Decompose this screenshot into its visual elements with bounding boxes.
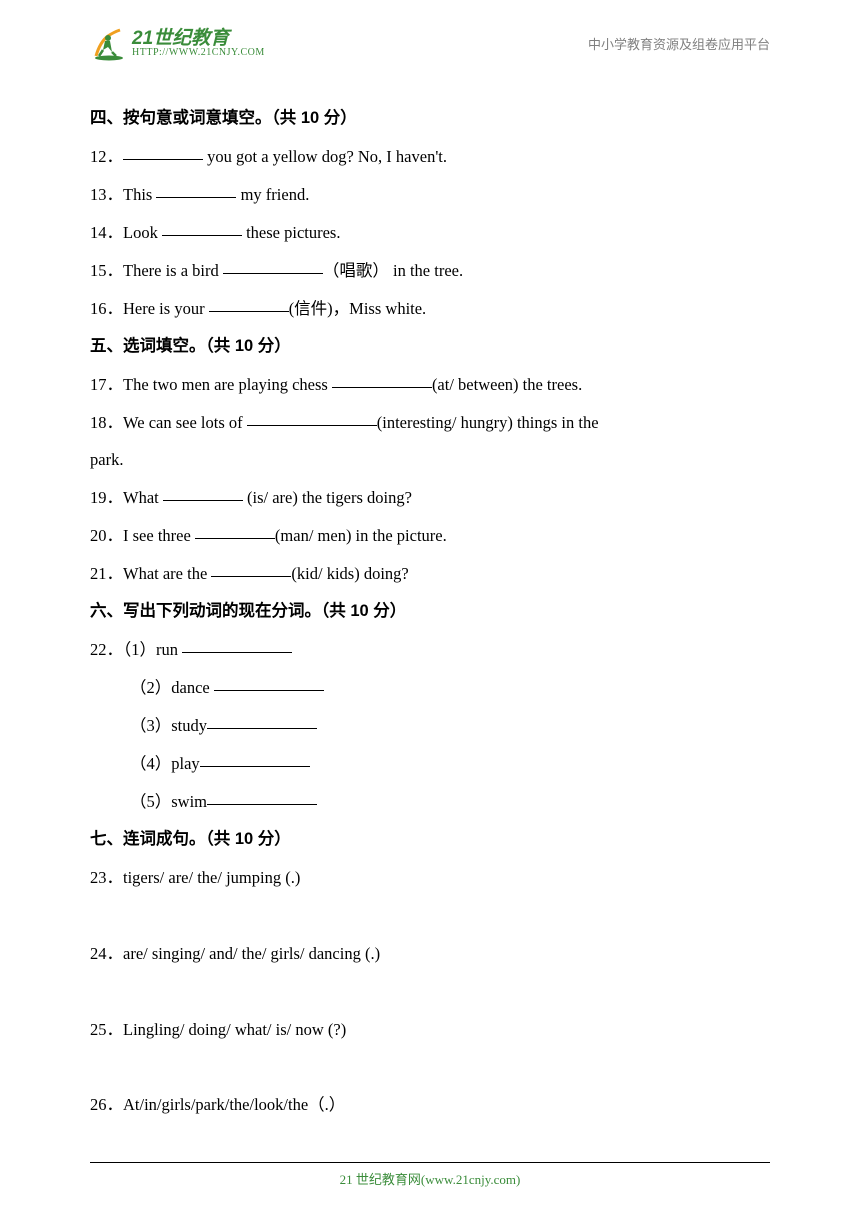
q-num: 26． bbox=[90, 1095, 123, 1114]
q-text: （3）study bbox=[130, 716, 207, 735]
q-text: What are the bbox=[123, 564, 211, 583]
question-18-cont: park. bbox=[90, 441, 770, 479]
section-7-title: 七、连词成句。（共 10 分） bbox=[90, 821, 770, 859]
fill-blank[interactable] bbox=[332, 371, 432, 388]
q-num: 16． bbox=[90, 299, 123, 318]
q-num: 15． bbox=[90, 261, 123, 280]
q-num: 19． bbox=[90, 488, 123, 507]
q-num: 18． bbox=[90, 413, 123, 432]
q-text: (man/ men) in the picture. bbox=[275, 526, 447, 545]
fill-blank[interactable] bbox=[182, 637, 292, 654]
question-22-4: （4）play bbox=[130, 745, 770, 783]
fill-blank[interactable] bbox=[209, 295, 289, 312]
question-22-2: （2）dance bbox=[130, 669, 770, 707]
question-20: 20．I see three (man/ men) in the picture… bbox=[90, 517, 770, 555]
q-text: (kid/ kids) doing? bbox=[291, 564, 408, 583]
q-num: 12． bbox=[90, 147, 123, 166]
q-text: （5）swim bbox=[130, 792, 207, 811]
q-num: 20． bbox=[90, 526, 123, 545]
section-6-title: 六、写出下列动词的现在分词。（共 10 分） bbox=[90, 593, 770, 631]
question-25: 25．Lingling/ doing/ what/ is/ now (?) bbox=[90, 1011, 770, 1049]
question-21: 21．What are the (kid/ kids) doing? bbox=[90, 555, 770, 593]
question-22-5: （5）swim bbox=[130, 783, 770, 821]
q-text: my friend. bbox=[236, 185, 309, 204]
q-num: 22． bbox=[90, 640, 123, 659]
q-text: (interesting/ hungry) things in the bbox=[377, 413, 599, 432]
q-text: are/ singing/ and/ the/ girls/ dancing (… bbox=[123, 944, 380, 963]
logo-text: 21世纪教育 HTTP://WWW.21CNJY.COM bbox=[132, 29, 265, 58]
document-content: 四、按句意或词意填空。（共 10 分） 12． you got a yellow… bbox=[90, 100, 770, 1124]
answer-space[interactable] bbox=[90, 973, 770, 1011]
question-13: 13．This my friend. bbox=[90, 176, 770, 214]
fill-blank[interactable] bbox=[207, 788, 317, 805]
fill-blank[interactable] bbox=[156, 181, 236, 198]
question-17: 17．The two men are playing chess (at/ be… bbox=[90, 366, 770, 404]
q-text: (信件)，Miss white. bbox=[289, 299, 427, 318]
section-4-title: 四、按句意或词意填空。（共 10 分） bbox=[90, 100, 770, 138]
logo-brand: 21世纪教育 bbox=[132, 29, 265, 48]
q-text: (is/ are) the tigers doing? bbox=[243, 488, 412, 507]
fill-blank[interactable] bbox=[211, 561, 291, 578]
logo-icon bbox=[90, 24, 128, 62]
question-22: 22．（1）run bbox=[90, 631, 770, 669]
question-26: 26．At/in/girls/park/the/look/the（.） bbox=[90, 1086, 770, 1124]
question-19: 19．What (is/ are) the tigers doing? bbox=[90, 479, 770, 517]
fill-blank[interactable] bbox=[207, 713, 317, 730]
question-14: 14．Look these pictures. bbox=[90, 214, 770, 252]
q-text: tigers/ are/ the/ jumping (.) bbox=[123, 868, 300, 887]
q-num: 24． bbox=[90, 944, 123, 963]
fill-blank[interactable] bbox=[223, 257, 323, 274]
question-22-3: （3）study bbox=[130, 707, 770, 745]
q-num: 14． bbox=[90, 223, 123, 242]
page-header: 21世纪教育 HTTP://WWW.21CNJY.COM 中小学教育资源及组卷应… bbox=[0, 0, 860, 86]
q-text: What bbox=[123, 488, 163, 507]
q-text: Lingling/ doing/ what/ is/ now (?) bbox=[123, 1020, 346, 1039]
q-text: (at/ between) the trees. bbox=[432, 375, 582, 394]
page-footer: 21 世纪教育网(www.21cnjy.com) bbox=[90, 1162, 770, 1188]
footer-text: 21 世纪教育网(www.21cnjy.com) bbox=[340, 1172, 521, 1187]
fill-blank[interactable] bbox=[247, 409, 377, 426]
logo-url: HTTP://WWW.21CNJY.COM bbox=[132, 48, 265, 58]
q-text: I see three bbox=[123, 526, 195, 545]
q-num: 21． bbox=[90, 564, 123, 583]
logo: 21世纪教育 HTTP://WWW.21CNJY.COM bbox=[90, 24, 265, 62]
question-24: 24．are/ singing/ and/ the/ girls/ dancin… bbox=[90, 935, 770, 973]
answer-space[interactable] bbox=[90, 897, 770, 935]
q-text: The two men are playing chess bbox=[123, 375, 332, 394]
q-text: （唱歌） in the tree. bbox=[323, 261, 463, 280]
q-text: At/in/girls/park/the/look/the（.） bbox=[123, 1095, 345, 1114]
fill-blank[interactable] bbox=[162, 219, 242, 236]
question-23: 23．tigers/ are/ the/ jumping (.) bbox=[90, 859, 770, 897]
fill-blank[interactable] bbox=[214, 675, 324, 692]
q-text: There is a bird bbox=[123, 261, 223, 280]
q-text: （2）dance bbox=[130, 678, 214, 697]
q-text: Look bbox=[123, 223, 162, 242]
q-text: This bbox=[123, 185, 156, 204]
q-text: （1）run bbox=[123, 640, 182, 659]
q-text: these pictures. bbox=[242, 223, 341, 242]
header-subtitle: 中小学教育资源及组卷应用平台 bbox=[588, 34, 770, 53]
fill-blank[interactable] bbox=[123, 143, 203, 160]
question-16: 16．Here is your (信件)，Miss white. bbox=[90, 290, 770, 328]
section-5-title: 五、选词填空。（共 10 分） bbox=[90, 328, 770, 366]
answer-space[interactable] bbox=[90, 1048, 770, 1086]
fill-blank[interactable] bbox=[200, 750, 310, 767]
q-num: 13． bbox=[90, 185, 123, 204]
q-text: （4）play bbox=[130, 754, 200, 773]
q-text: Here is your bbox=[123, 299, 209, 318]
q-num: 17． bbox=[90, 375, 123, 394]
q-text: We can see lots of bbox=[123, 413, 247, 432]
q-text: you got a yellow dog? No, I haven't. bbox=[203, 147, 447, 166]
q-num: 23． bbox=[90, 868, 123, 887]
fill-blank[interactable] bbox=[195, 523, 275, 540]
q-num: 25． bbox=[90, 1020, 123, 1039]
question-18: 18．We can see lots of (interesting/ hung… bbox=[90, 404, 770, 442]
fill-blank[interactable] bbox=[163, 485, 243, 502]
question-15: 15．There is a bird （唱歌） in the tree. bbox=[90, 252, 770, 290]
question-12: 12． you got a yellow dog? No, I haven't. bbox=[90, 138, 770, 176]
